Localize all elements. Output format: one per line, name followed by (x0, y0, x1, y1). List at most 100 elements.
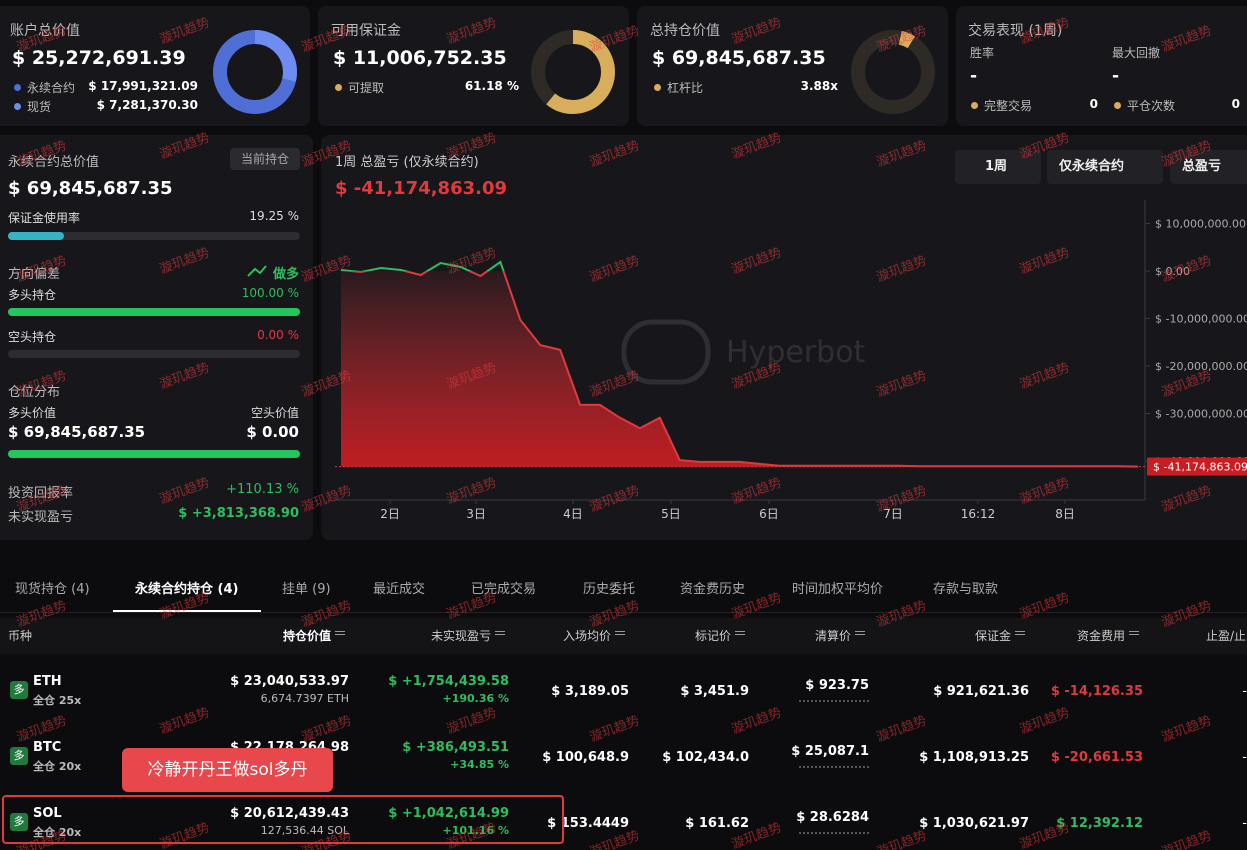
column-header: 入场均价 (562, 629, 611, 643)
cell-entry: $ 3,189.05 (551, 684, 629, 699)
stat-label: 投资回报率 (8, 486, 74, 501)
x-tick-label: 7日 (883, 507, 903, 521)
cell-funding: $ -14,126.35 (1050, 684, 1143, 699)
stat-value: +110.13 % (226, 482, 299, 497)
stat-value: 100.00 % (241, 286, 299, 300)
row-label: 永续合约 (27, 81, 76, 95)
x-tick-label: 5日 (661, 507, 681, 521)
dropdown[interactable]: 1周 (955, 150, 1041, 184)
cell-mark: $ 3,451.9 (680, 684, 749, 699)
tab[interactable]: 最近成交 (373, 582, 426, 597)
tab[interactable]: 历史委托 (583, 582, 636, 597)
row-value: 61.18 % (464, 79, 519, 93)
filter-icon (495, 631, 505, 635)
cell-liq: $ 923.75 (805, 678, 869, 693)
column-header: 持仓价值 (282, 629, 331, 643)
filter-icon (855, 631, 865, 635)
liq-dots (799, 766, 869, 768)
column-header: 清算价 (814, 629, 851, 643)
donut-segment (213, 30, 297, 114)
filter-icon (735, 631, 745, 635)
stat-value: - (970, 66, 978, 86)
stat-label: 最大回撤 (1112, 46, 1161, 60)
progress-fill (8, 308, 300, 316)
row-label: 可提取 (348, 81, 385, 95)
row-value: $ 7,281,370.30 (96, 98, 198, 112)
column-header: 币种 (8, 629, 33, 643)
stat-value: $ 0.00 (246, 423, 299, 441)
legend-dot (1114, 102, 1121, 109)
cell-mark: $ 102,434.0 (662, 750, 749, 765)
card-title: 交易表现 (1周) (968, 23, 1063, 39)
y-tick-label: $ 0.00 (1155, 265, 1190, 278)
logo-icon (621, 319, 711, 385)
progress-track (8, 232, 300, 240)
legend-dot (654, 84, 661, 91)
filter-icon (335, 631, 345, 635)
x-tick-label: 8日 (1055, 507, 1075, 521)
filter-icon (1129, 631, 1139, 635)
pnl-area (341, 271, 1138, 467)
cell-tpsl: - (1242, 816, 1247, 831)
row-value: $ 17,991,321.09 (88, 79, 198, 93)
performance-card (956, 6, 1247, 126)
cell-tpsl: - (1242, 684, 1247, 699)
side-badge: 多 (10, 681, 28, 699)
upnl-pct: +101.16 % (442, 824, 509, 837)
stat-value: 19.25 % (249, 209, 299, 223)
section-label: 方向偏差 (8, 267, 61, 282)
x-tick-label: 4日 (563, 507, 583, 521)
position-value: $ 23,040,533.97 (230, 674, 349, 689)
cell-liq: $ 25,087.1 (791, 744, 869, 759)
cell-margin: $ 921,621.36 (933, 684, 1029, 699)
perp-panel (0, 135, 313, 540)
trend-icon (247, 265, 267, 277)
cell-liq: $ 28.6284 (796, 810, 869, 825)
cell-margin: $ 1,108,913.25 (919, 750, 1029, 765)
tab[interactable]: 存款与取款 (933, 582, 999, 597)
tab[interactable]: 资金费历史 (680, 582, 746, 597)
legend-dot (14, 103, 21, 110)
x-tick-label: 6日 (759, 507, 779, 521)
legend-dot (335, 84, 342, 91)
tab[interactable]: 现货持仓 (4) (15, 582, 90, 597)
position-size: 6,674.7397 ETH (260, 692, 349, 705)
tab[interactable]: 时间加权平均价 (792, 582, 884, 597)
stat-label: 空头持仓 (8, 330, 57, 344)
liq-dots (799, 832, 869, 834)
card-value: $ 69,845,687.35 (652, 47, 826, 69)
position-size: 127,536.44 SOL (260, 824, 349, 837)
donut-segment (531, 30, 615, 114)
stat-label: 多头价值 (8, 406, 57, 420)
stat-value: 0 (1089, 97, 1098, 111)
dropdown[interactable]: 仅永续合约 (1047, 150, 1163, 184)
y-tick-label: $ -10,000,000.00 (1155, 313, 1247, 326)
side-badge: 多 (10, 813, 28, 831)
stat-label: 未实现盈亏 (8, 510, 74, 525)
column-header: 未实现盈亏 (430, 629, 491, 643)
x-tick-label: 3日 (466, 507, 486, 521)
button: 当前持仓 (230, 148, 300, 170)
card-title: 总持仓价值 (650, 23, 720, 39)
tab[interactable]: 挂单 (9) (282, 582, 331, 597)
stat-value: $ +3,813,368.90 (178, 506, 299, 521)
coin: SOL (33, 806, 62, 821)
y-tick-label: $ -30,000,000.00 (1155, 408, 1247, 421)
x-tick-label: 16:12 (961, 507, 996, 521)
stat-label: 空头价值 (250, 406, 299, 420)
card-title: 可用保证金 (331, 23, 401, 39)
progress-track (8, 350, 300, 358)
donut (851, 30, 935, 114)
coin: BTC (33, 740, 62, 755)
column-header: 保证金 (974, 629, 1011, 643)
margin-mode: 全仓 20x (33, 760, 82, 773)
position-value: $ 20,612,439.43 (230, 806, 349, 821)
cell-tpsl: - (1242, 750, 1247, 765)
card-title: 账户总价值 (10, 23, 80, 39)
stat-label: 完整交易 (984, 99, 1033, 113)
upnl: $ +1,042,614.99 (388, 806, 509, 821)
dropdown[interactable]: 总盈亏 (1170, 150, 1247, 184)
tab[interactable]: 已完成交易 (471, 582, 537, 597)
tab[interactable]: 永续合约持仓 (4) (135, 582, 239, 597)
